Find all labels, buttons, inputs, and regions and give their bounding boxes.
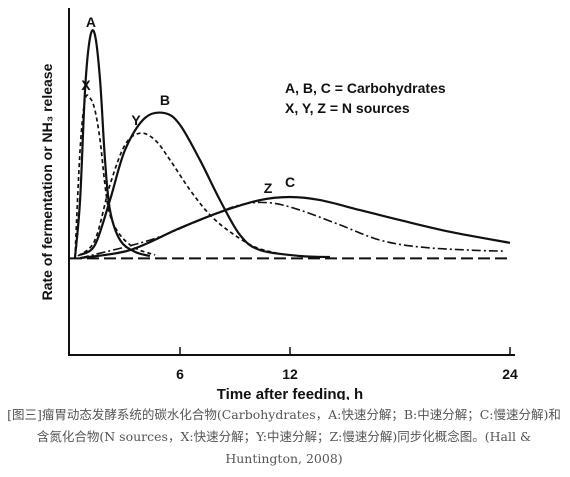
data-line [77,132,281,257]
y-axis-title: Rate of fermentation or NH₃ release [39,63,55,300]
chart: Time after feeding, h Rate of fermentati… [39,8,518,400]
series-label: Y [131,112,141,128]
series-label: Z [264,180,273,196]
caption: [图三]瘤胃动态发酵系统的碳水化合物(Carbohydrates，A:快速分解；… [7,407,561,466]
series-label: A [86,14,96,30]
data-line [74,94,156,259]
data-line [79,111,331,259]
series-label: B [160,92,170,108]
x-axis-title: Time after feeding, h [217,386,363,400]
series-label: X [81,77,91,93]
x-tick-label: 6 [176,366,184,382]
data-line [79,195,511,260]
series-label: C [285,174,295,190]
annotation: X, Y, Z = N sources [285,100,410,116]
data-line [73,29,151,259]
annotation: A, B, C = Carbohydrates [285,80,446,96]
x-tick-label: 12 [282,366,298,382]
x-tick-label: 24 [502,366,518,382]
